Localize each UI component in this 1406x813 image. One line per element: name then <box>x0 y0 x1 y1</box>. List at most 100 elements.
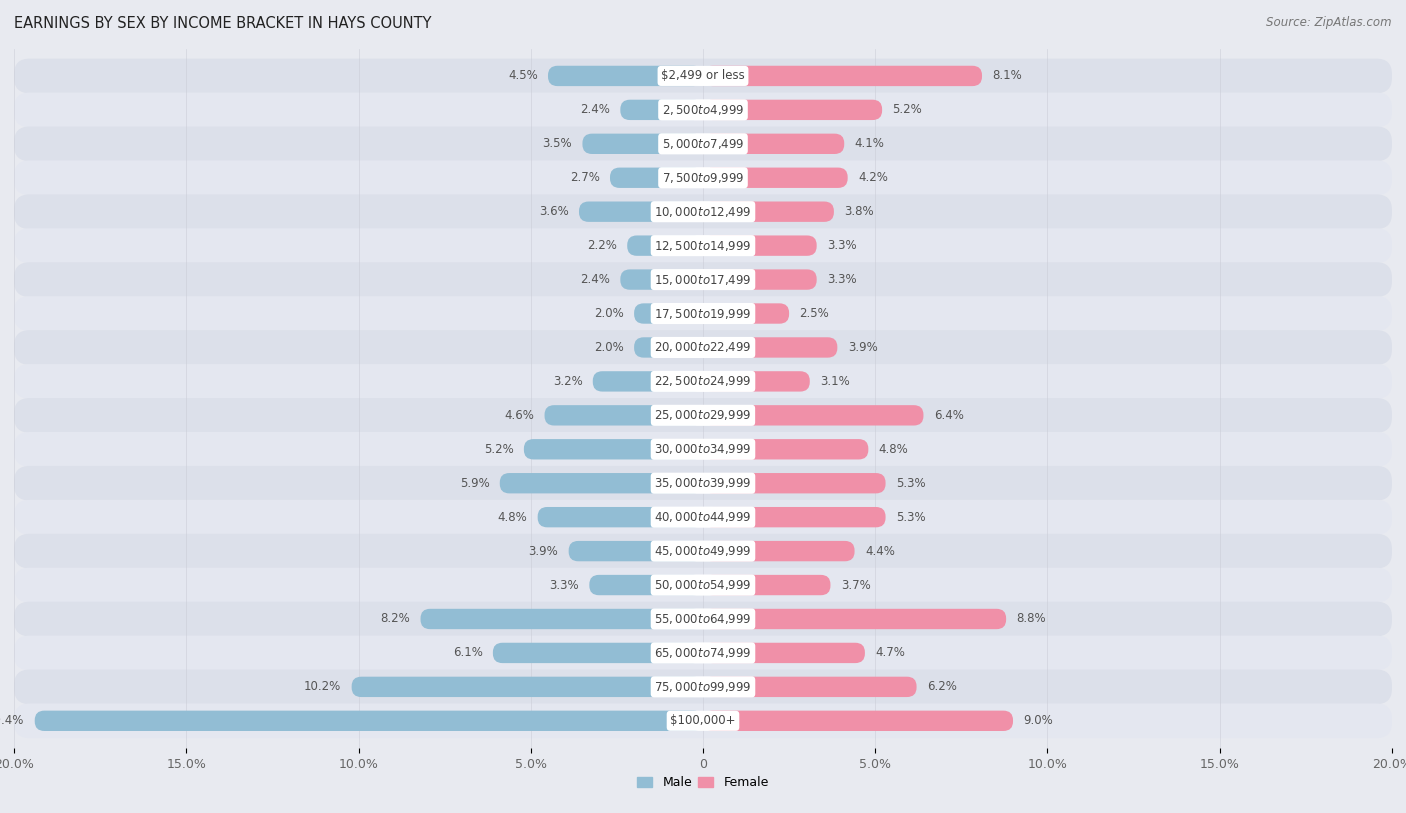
Text: $20,000 to $22,499: $20,000 to $22,499 <box>654 341 752 354</box>
Text: 4.7%: 4.7% <box>875 646 905 659</box>
Text: $45,000 to $49,999: $45,000 to $49,999 <box>654 544 752 558</box>
Text: 2.2%: 2.2% <box>588 239 617 252</box>
Text: $5,000 to $7,499: $5,000 to $7,499 <box>662 137 744 151</box>
FancyBboxPatch shape <box>703 507 886 528</box>
Text: $2,500 to $4,999: $2,500 to $4,999 <box>662 103 744 117</box>
Text: 8.1%: 8.1% <box>993 69 1022 82</box>
Text: 9.0%: 9.0% <box>1024 715 1053 728</box>
FancyBboxPatch shape <box>703 202 834 222</box>
Text: 2.4%: 2.4% <box>581 273 610 286</box>
Text: 3.7%: 3.7% <box>841 579 870 592</box>
Text: 5.3%: 5.3% <box>896 476 925 489</box>
Text: 3.2%: 3.2% <box>553 375 582 388</box>
FancyBboxPatch shape <box>579 202 703 222</box>
Text: 6.4%: 6.4% <box>934 409 963 422</box>
Text: 2.0%: 2.0% <box>593 307 624 320</box>
Text: 5.2%: 5.2% <box>484 443 513 456</box>
FancyBboxPatch shape <box>620 100 703 120</box>
Text: $15,000 to $17,499: $15,000 to $17,499 <box>654 272 752 286</box>
FancyBboxPatch shape <box>14 364 1392 398</box>
FancyBboxPatch shape <box>620 269 703 289</box>
FancyBboxPatch shape <box>35 711 703 731</box>
Text: 8.8%: 8.8% <box>1017 612 1046 625</box>
FancyBboxPatch shape <box>589 575 703 595</box>
Text: 4.5%: 4.5% <box>508 69 537 82</box>
FancyBboxPatch shape <box>14 398 1392 433</box>
Text: $30,000 to $34,999: $30,000 to $34,999 <box>654 442 752 456</box>
Text: 8.2%: 8.2% <box>381 612 411 625</box>
Text: 5.9%: 5.9% <box>460 476 489 489</box>
FancyBboxPatch shape <box>703 303 789 324</box>
FancyBboxPatch shape <box>703 66 981 86</box>
Text: EARNINGS BY SEX BY INCOME BRACKET IN HAYS COUNTY: EARNINGS BY SEX BY INCOME BRACKET IN HAY… <box>14 16 432 31</box>
Text: 3.8%: 3.8% <box>844 205 875 218</box>
Text: $35,000 to $39,999: $35,000 to $39,999 <box>654 476 752 490</box>
FancyBboxPatch shape <box>14 263 1392 297</box>
FancyBboxPatch shape <box>703 236 817 256</box>
FancyBboxPatch shape <box>499 473 703 493</box>
FancyBboxPatch shape <box>634 337 703 358</box>
Text: 2.4%: 2.4% <box>581 103 610 116</box>
FancyBboxPatch shape <box>703 439 869 459</box>
FancyBboxPatch shape <box>14 296 1392 331</box>
Text: 3.9%: 3.9% <box>529 545 558 558</box>
Text: 5.2%: 5.2% <box>893 103 922 116</box>
Text: 4.8%: 4.8% <box>879 443 908 456</box>
FancyBboxPatch shape <box>610 167 703 188</box>
FancyBboxPatch shape <box>14 194 1392 229</box>
Text: 3.3%: 3.3% <box>827 273 856 286</box>
FancyBboxPatch shape <box>703 541 855 561</box>
Text: $7,500 to $9,999: $7,500 to $9,999 <box>662 171 744 185</box>
Text: $17,500 to $19,999: $17,500 to $19,999 <box>654 307 752 320</box>
Text: 5.3%: 5.3% <box>896 511 925 524</box>
Text: 4.1%: 4.1% <box>855 137 884 150</box>
FancyBboxPatch shape <box>14 160 1392 195</box>
Text: $50,000 to $54,999: $50,000 to $54,999 <box>654 578 752 592</box>
Text: $65,000 to $74,999: $65,000 to $74,999 <box>654 646 752 660</box>
FancyBboxPatch shape <box>14 670 1392 704</box>
FancyBboxPatch shape <box>14 567 1392 602</box>
Text: 4.6%: 4.6% <box>505 409 534 422</box>
FancyBboxPatch shape <box>703 133 844 154</box>
FancyBboxPatch shape <box>568 541 703 561</box>
Text: 2.5%: 2.5% <box>800 307 830 320</box>
FancyBboxPatch shape <box>14 466 1392 501</box>
Text: 4.8%: 4.8% <box>498 511 527 524</box>
FancyBboxPatch shape <box>14 636 1392 670</box>
Text: $10,000 to $12,499: $10,000 to $12,499 <box>654 205 752 219</box>
FancyBboxPatch shape <box>14 500 1392 534</box>
FancyBboxPatch shape <box>14 228 1392 263</box>
Text: $22,500 to $24,999: $22,500 to $24,999 <box>654 375 752 389</box>
Legend: Male, Female: Male, Female <box>633 772 773 794</box>
FancyBboxPatch shape <box>548 66 703 86</box>
FancyBboxPatch shape <box>420 609 703 629</box>
FancyBboxPatch shape <box>703 473 886 493</box>
Text: $25,000 to $29,999: $25,000 to $29,999 <box>654 408 752 422</box>
FancyBboxPatch shape <box>703 269 817 289</box>
Text: 4.2%: 4.2% <box>858 172 887 185</box>
FancyBboxPatch shape <box>544 405 703 425</box>
FancyBboxPatch shape <box>703 405 924 425</box>
FancyBboxPatch shape <box>14 330 1392 365</box>
FancyBboxPatch shape <box>703 711 1012 731</box>
FancyBboxPatch shape <box>703 609 1007 629</box>
FancyBboxPatch shape <box>634 303 703 324</box>
Text: 3.3%: 3.3% <box>827 239 856 252</box>
Text: 6.1%: 6.1% <box>453 646 482 659</box>
FancyBboxPatch shape <box>593 372 703 392</box>
Text: $75,000 to $99,999: $75,000 to $99,999 <box>654 680 752 693</box>
FancyBboxPatch shape <box>14 602 1392 637</box>
FancyBboxPatch shape <box>703 643 865 663</box>
Text: 10.2%: 10.2% <box>304 680 342 693</box>
FancyBboxPatch shape <box>14 432 1392 467</box>
FancyBboxPatch shape <box>703 372 810 392</box>
Text: $12,500 to $14,999: $12,500 to $14,999 <box>654 239 752 253</box>
Text: 3.9%: 3.9% <box>848 341 877 354</box>
FancyBboxPatch shape <box>14 127 1392 161</box>
FancyBboxPatch shape <box>494 643 703 663</box>
Text: $100,000+: $100,000+ <box>671 715 735 728</box>
FancyBboxPatch shape <box>627 236 703 256</box>
FancyBboxPatch shape <box>14 534 1392 568</box>
Text: $40,000 to $44,999: $40,000 to $44,999 <box>654 511 752 524</box>
Text: $55,000 to $64,999: $55,000 to $64,999 <box>654 612 752 626</box>
